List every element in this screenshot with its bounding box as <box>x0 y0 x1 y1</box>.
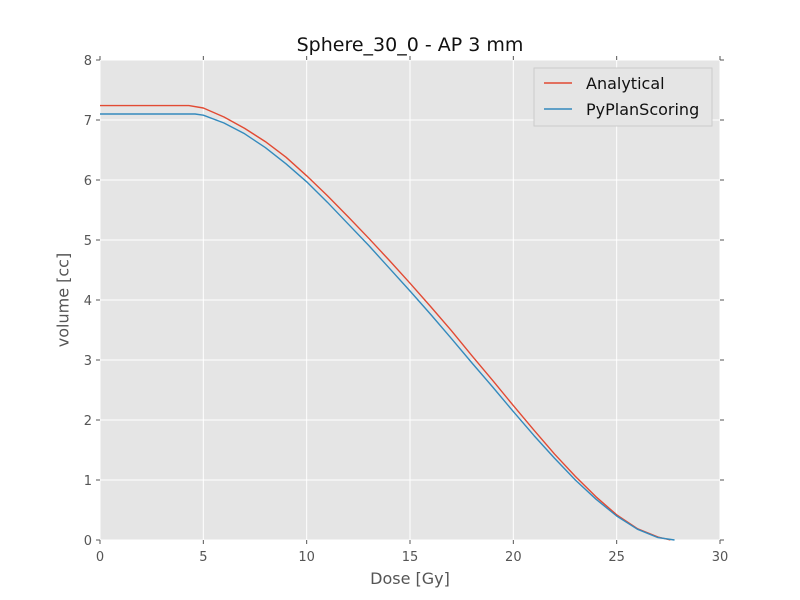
legend-box <box>533 67 713 127</box>
y-tick-label: 7 <box>84 114 92 129</box>
y-tick-label: 2 <box>84 414 92 429</box>
legend-label-analytical: Analytical <box>586 74 665 93</box>
x-tick-label: 5 <box>199 550 207 565</box>
chart-title: Sphere_30_0 - AP 3 mm <box>296 34 524 56</box>
x-tick-label: 0 <box>96 550 104 565</box>
y-tick-label: 4 <box>84 294 92 309</box>
y-tick-label: 3 <box>84 354 92 369</box>
series-line-analytical <box>100 104 671 541</box>
x-tick-label: 30 <box>712 550 729 565</box>
x-axis-label: Dose [Gy] <box>370 569 450 588</box>
y-tick-label: 8 <box>84 54 92 69</box>
x-tick-label: 10 <box>298 550 315 565</box>
legend-label-pyplanscoring: PyPlanScoring <box>586 100 699 119</box>
y-tick-label: 0 <box>84 534 92 549</box>
y-tick-label: 5 <box>84 234 92 249</box>
x-tick-label: 15 <box>402 550 419 565</box>
series-line-pyplanscoring <box>100 113 675 541</box>
y-tick-label: 6 <box>84 174 92 189</box>
x-tick-label: 20 <box>505 550 522 565</box>
x-tick-label: 25 <box>608 550 625 565</box>
y-tick-label: 1 <box>84 474 92 489</box>
y-axis-label: volume [cc] <box>53 252 73 348</box>
